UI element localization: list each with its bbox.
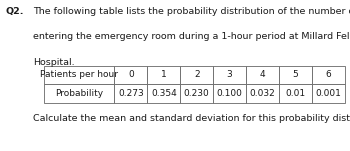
Text: 3: 3: [227, 70, 232, 79]
Bar: [279, 66, 312, 84]
Text: Q2.: Q2.: [5, 7, 24, 16]
Bar: [180, 66, 213, 84]
Bar: [312, 84, 345, 103]
Text: 0.001: 0.001: [315, 89, 341, 98]
Bar: [114, 84, 147, 103]
Text: 0.354: 0.354: [151, 89, 177, 98]
Bar: [147, 66, 180, 84]
Text: Patients per hour: Patients per hour: [40, 70, 118, 79]
Text: 0.032: 0.032: [250, 89, 275, 98]
Bar: [312, 66, 345, 84]
Bar: [246, 84, 279, 103]
Bar: [246, 66, 279, 84]
Text: 6: 6: [326, 70, 331, 79]
Bar: [213, 66, 246, 84]
Bar: [180, 84, 213, 103]
Text: 0.230: 0.230: [184, 89, 210, 98]
Bar: [44, 84, 114, 103]
Bar: [279, 84, 312, 103]
Text: 1: 1: [161, 70, 167, 79]
Text: entering the emergency room during a 1-hour period at Millard Fellmore Memorial: entering the emergency room during a 1-h…: [33, 32, 350, 42]
Text: Hospital.: Hospital.: [33, 58, 75, 67]
Text: 2: 2: [194, 70, 199, 79]
Text: 0: 0: [128, 70, 134, 79]
Text: 5: 5: [293, 70, 298, 79]
Bar: [114, 66, 147, 84]
Bar: [147, 84, 180, 103]
Text: Calculate the mean and standard deviation for this probability distribution.: Calculate the mean and standard deviatio…: [33, 114, 350, 123]
Text: The following table lists the probability distribution of the number of patients: The following table lists the probabilit…: [33, 7, 350, 16]
Text: 0.01: 0.01: [285, 89, 306, 98]
Text: 0.273: 0.273: [118, 89, 144, 98]
Bar: [213, 84, 246, 103]
Text: 0.100: 0.100: [217, 89, 243, 98]
Bar: [44, 66, 114, 84]
Text: Probability: Probability: [55, 89, 103, 98]
Text: 4: 4: [260, 70, 265, 79]
